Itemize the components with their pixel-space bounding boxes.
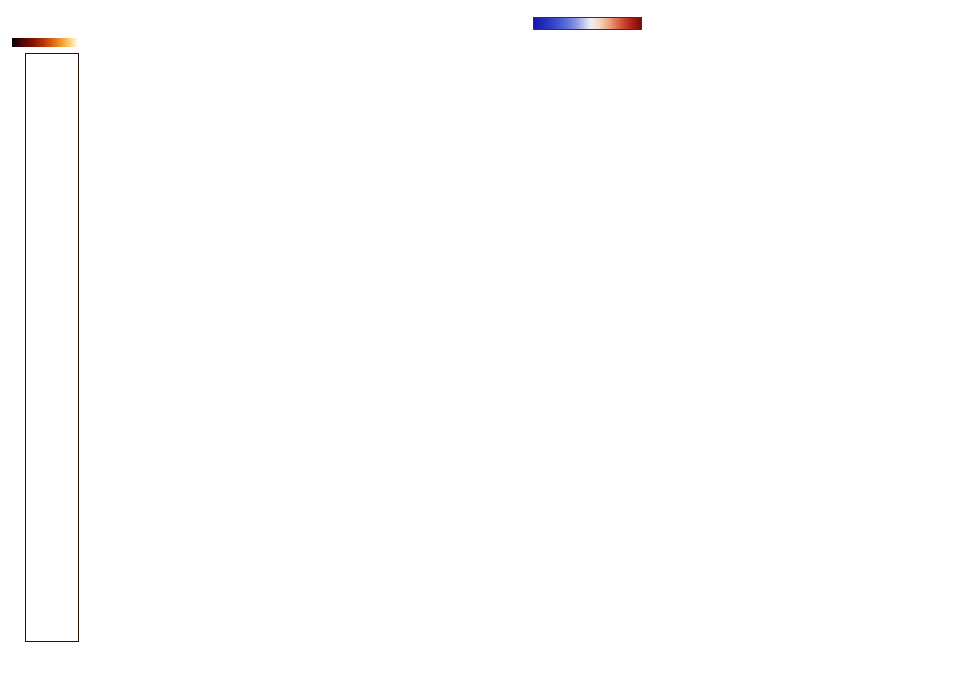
panel-b-colorbar bbox=[533, 17, 642, 30]
panel-a-stm-image bbox=[25, 53, 79, 642]
panel-b-heatmap bbox=[110, 33, 648, 637]
panel-c-heatmap bbox=[685, 26, 950, 172]
panel-d-heatmap bbox=[685, 186, 950, 332]
panel-a-colorbar bbox=[12, 38, 78, 47]
panel-e-heatmap bbox=[685, 346, 950, 492]
